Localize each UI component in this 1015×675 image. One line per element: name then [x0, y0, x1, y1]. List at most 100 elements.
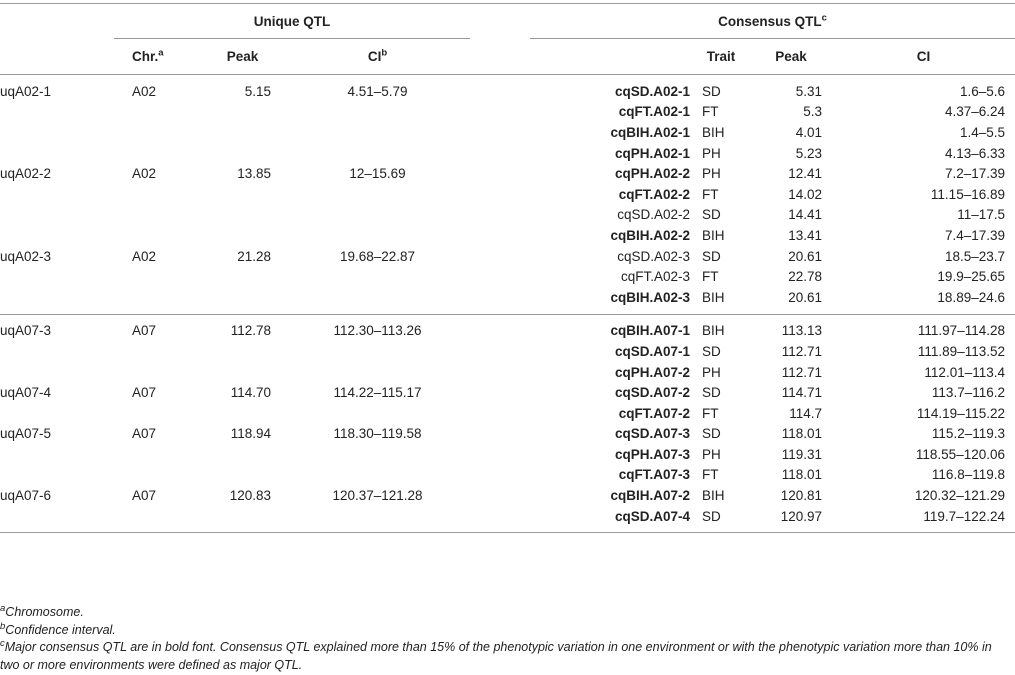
trait-cell: PH	[702, 145, 721, 161]
ci-cell	[285, 102, 470, 123]
chr-cell	[114, 102, 200, 123]
ci-cell	[285, 205, 470, 226]
chr-cell	[114, 184, 200, 205]
consensus-peak-cell: 113.13	[750, 313, 832, 342]
chr-cell	[114, 362, 200, 383]
ci-cell	[285, 225, 470, 246]
chr-cell: A02	[132, 166, 157, 182]
chr-cell	[114, 143, 200, 164]
consensus-qtl-cell: cqSD.A07-2	[614, 385, 690, 401]
peak-cell	[200, 286, 285, 315]
chr-cell	[114, 266, 200, 287]
unique-qtl-cell	[0, 102, 114, 123]
unique-qtl-cell	[0, 362, 114, 383]
ci-cell	[285, 143, 470, 164]
consensus-qtl-cell: cqBIH.A02-2	[610, 227, 690, 243]
table-row: uqA02-2 A02 13.85 12–15.69 cqPH.A02-2 PH 12.41…	[0, 163, 1015, 184]
consensus-ci-cell: 4.13–6.33	[944, 145, 1005, 161]
ci-cell	[285, 403, 470, 424]
unique-qtl-cell: uqA02-3	[0, 248, 52, 264]
chr-cell	[114, 505, 200, 534]
consensus-qtl-cell: cqBIH.A07-1	[530, 313, 692, 342]
table-row: cqBIH.A02-3 BIH 20.61 18.89–24.6	[0, 286, 1015, 315]
consensus-qtl-cell: cqSD.A02-2	[617, 207, 690, 223]
consensus-ci-cell: 4.37–6.24	[944, 104, 1005, 120]
consensus-peak-cell: 114.71	[781, 385, 822, 401]
header-row-2: Chr.a Peak CIb Trait Peak CI	[0, 38, 1015, 75]
unique-qtl-cell	[0, 205, 114, 226]
ci-cell	[285, 444, 470, 465]
unique-qtl-cell	[0, 122, 114, 143]
unique-qtl-cell	[0, 465, 114, 486]
chr-cell	[114, 205, 200, 226]
consensus-peak-cell: 12.41	[788, 166, 822, 182]
ci-cell	[285, 184, 470, 205]
trait-cell: PH	[702, 364, 721, 380]
peak-cell: 112.78	[200, 313, 285, 342]
consensus-peak-cell: 13.41	[788, 227, 822, 243]
consensus-ci-cell: 1.4–5.5	[959, 124, 1005, 140]
consensus-peak-cell: 4.01	[795, 124, 822, 140]
peak-cell	[200, 143, 285, 164]
consensus-qtl-cell: cqBIH.A02-3	[530, 286, 692, 315]
unique-qtl-cell	[0, 143, 114, 164]
table-row: cqSD.A07-4 SD 120.97 119.7–122.24	[0, 505, 1015, 534]
trait-cell: FT	[702, 186, 719, 202]
peak-cell	[200, 403, 285, 424]
peak-cell	[200, 205, 285, 226]
consensus-ci-cell: 116.8–119.8	[931, 467, 1005, 483]
ci-cell: 112.30–113.26	[285, 313, 470, 342]
table-row: cqBIH.A02-1 BIH 4.01 1.4–5.5	[0, 122, 1015, 143]
consensus-peak-cell: 119.31	[781, 446, 822, 462]
consensus-qtl-cell: cqPH.A07-2	[614, 364, 690, 380]
consensus-peak-header: Peak	[750, 38, 832, 75]
consensus-ci-cell: 18.89–24.6	[832, 286, 1015, 315]
chr-cell	[114, 225, 200, 246]
chr-cell	[114, 465, 200, 486]
unique-qtl-cell: uqA07-6	[0, 488, 52, 504]
table-row: uqA07-5 A07 118.94 118.30–119.58 cqSD.A07-3 S…	[0, 424, 1015, 445]
chr-cell: A02	[132, 248, 157, 264]
unique-qtl-cell: uqA02-1	[0, 83, 52, 99]
consensus-peak-cell: 118.01	[781, 467, 822, 483]
unique-qtl-header: Unique QTL	[114, 3, 470, 39]
consensus-qtl-cell: cqSD.A07-1	[614, 343, 690, 359]
ci-header: CIb	[285, 38, 470, 75]
consensus-qtl-cell: cqPH.A02-1	[614, 145, 690, 161]
table-row: cqFT.A07-3 FT 118.01 116.8–119.8	[0, 465, 1015, 486]
peak-cell: 118.94	[230, 426, 271, 442]
consensus-ci-cell: 7.2–17.39	[944, 166, 1005, 182]
peak-cell	[200, 505, 285, 534]
trait-cell: PH	[702, 446, 721, 462]
consensus-peak-cell: 14.41	[788, 207, 822, 223]
unique-qtl-cell: uqA07-5	[0, 426, 52, 442]
unique-qtl-cell	[0, 184, 114, 205]
table-row: cqBIH.A02-2 BIH 13.41 7.4–17.39	[0, 225, 1015, 246]
trait-cell: PH	[702, 166, 721, 182]
peak-cell: 5.15	[244, 83, 271, 99]
peak-cell	[200, 122, 285, 143]
table-row: cqPH.A07-2 PH 112.71 112.01–113.4	[0, 362, 1015, 383]
ci-cell	[285, 465, 470, 486]
consensus-qtl-cell: cqBIH.A07-2	[610, 488, 690, 504]
table-row: cqPH.A02-1 PH 5.23 4.13–6.33	[0, 143, 1015, 164]
consensus-qtl-cell: cqPH.A02-2	[614, 166, 690, 182]
consensus-ci-cell: 114.19–115.22	[916, 405, 1005, 421]
table-row: cqSD.A02-2 SD 14.41 11–17.5	[0, 205, 1015, 226]
trait-cell: BIH	[692, 313, 750, 342]
table-row: uqA07-6 A07 120.83 120.37–121.28 cqBIH.A07-2…	[0, 485, 1015, 506]
trait-cell: BIH	[702, 488, 725, 504]
consensus-ci-cell: 120.32–121.29	[914, 488, 1005, 504]
ci-cell: 120.37–121.28	[332, 488, 423, 504]
unique-qtl-cell: uqA02-2	[0, 166, 52, 182]
peak-cell	[200, 184, 285, 205]
trait-cell: SD	[702, 426, 721, 442]
consensus-ci-cell: 115.2–119.3	[931, 426, 1005, 442]
chr-header: Chr.a	[114, 38, 200, 75]
consensus-peak-cell: 5.23	[795, 145, 822, 161]
consensus-ci-cell: 18.5–23.7	[944, 248, 1005, 264]
peak-cell	[200, 444, 285, 465]
trait-cell: SD	[702, 385, 721, 401]
unique-qtl-cell	[0, 403, 114, 424]
